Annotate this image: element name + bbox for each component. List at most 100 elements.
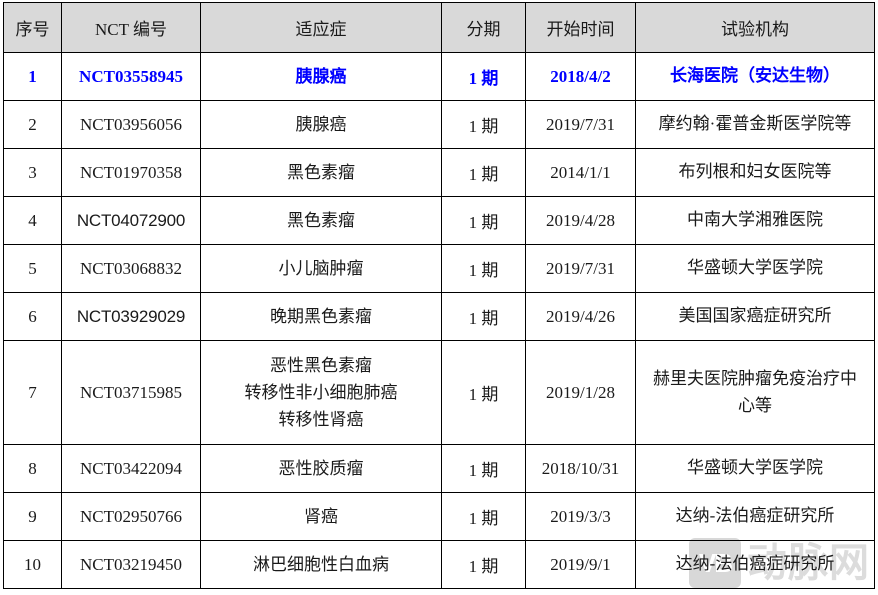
cell-institution: 美国国家癌症研究所 xyxy=(635,292,875,341)
column-header-nct: NCT 编号 xyxy=(61,2,201,53)
cell-nct: NCT04072900 xyxy=(61,196,201,245)
cell-index: 8 xyxy=(3,444,62,493)
cell-index: 9 xyxy=(3,492,62,541)
cell-index: 4 xyxy=(3,196,62,245)
table-row: 2 NCT03956056 胰腺癌 1 期 2019/7/31 摩约翰·霍普金斯医学院等 xyxy=(3,100,875,149)
table-row: 4 NCT04072900 黑色素瘤 1 期 2019/4/28 中南大学湘雅医院 xyxy=(3,196,875,245)
cell-nct: NCT03929029 xyxy=(61,292,201,341)
cell-indication: 胰腺癌 xyxy=(200,52,442,101)
column-header-indication: 适应症 xyxy=(200,2,442,53)
institution-line: 布列根和妇女医院等 xyxy=(678,162,832,182)
table-row: 3 NCT01970358 黑色素瘤 1 期 2014/1/1 布列根和妇女医院等 xyxy=(3,148,875,197)
cell-start-date: 2019/3/3 xyxy=(525,492,636,541)
indication-line: 黑色素瘤 xyxy=(287,210,355,230)
cell-phase: 1 期 xyxy=(441,292,526,341)
cell-indication: 晚期黑色素瘤 xyxy=(200,292,442,341)
cell-indication: 恶性黑色素瘤转移性非小细胞肺癌 转移性肾癌 xyxy=(200,340,442,445)
cell-institution: 华盛顿大学医学院 xyxy=(635,244,875,293)
cell-indication: 黑色素瘤 xyxy=(200,148,442,197)
cell-indication: 恶性胶质瘤 xyxy=(200,444,442,493)
indication-line: 肾癌 xyxy=(304,506,338,526)
institution-line: 心等 xyxy=(738,395,772,415)
table-row: 8 NCT03422094 恶性胶质瘤 1 期 2018/10/31 华盛顿大学医学院 xyxy=(3,444,875,493)
cell-indication: 胰腺癌 xyxy=(200,100,442,149)
indication-line: 恶性黑色素瘤 xyxy=(270,355,372,375)
institution-line: 长海医院（安达生物） xyxy=(670,66,840,86)
table-header-row: 序号 NCT 编号 适应症 分期 开始时间 试验机构 xyxy=(3,2,875,53)
cell-index: 6 xyxy=(3,292,62,341)
institution-line: 赫里夫医院肿瘤免疫治疗中 xyxy=(653,369,857,389)
cell-institution: 长海医院（安达生物） xyxy=(635,52,875,101)
column-header-index: 序号 xyxy=(3,2,62,53)
cell-index: 7 xyxy=(3,340,62,445)
table-row: 5 NCT03068832 小儿脑肿瘤 1 期 2019/7/31 华盛顿大学医学院 xyxy=(3,244,875,293)
cell-phase: 1 期 xyxy=(441,340,526,445)
institution-line: 华盛顿大学医学院 xyxy=(687,258,823,278)
institution-line: 达纳-法伯癌症研究所 xyxy=(675,554,835,574)
cell-phase: 1 期 xyxy=(441,244,526,293)
table-header: 序号 NCT 编号 适应症 分期 开始时间 试验机构 xyxy=(3,2,875,53)
institution-line: 华盛顿大学医学院 xyxy=(687,458,823,478)
cell-nct: NCT02950766 xyxy=(61,492,201,541)
cell-nct: NCT03558945 xyxy=(61,52,201,101)
cell-phase: 1 期 xyxy=(441,196,526,245)
clinical-trials-table: 序号 NCT 编号 适应症 分期 开始时间 试验机构 1 NCT03558945 胰… xyxy=(3,2,875,589)
cell-nct: NCT03422094 xyxy=(61,444,201,493)
cell-nct: NCT03068832 xyxy=(61,244,201,293)
cell-index: 5 xyxy=(3,244,62,293)
indication-line: 转移性肾癌 xyxy=(278,410,364,430)
cell-index: 3 xyxy=(3,148,62,197)
cell-start-date: 2014/1/1 xyxy=(525,148,636,197)
column-header-phase: 分期 xyxy=(441,2,526,53)
cell-nct: NCT03715985 xyxy=(61,340,201,445)
cell-nct: NCT03219450 xyxy=(61,540,201,589)
cell-phase: 1 期 xyxy=(441,444,526,493)
cell-institution: 布列根和妇女医院等 xyxy=(635,148,875,197)
cell-phase: 1 期 xyxy=(441,148,526,197)
cell-phase: 1 期 xyxy=(441,100,526,149)
indication-line: 恶性胶质瘤 xyxy=(278,458,364,478)
cell-phase: 1 期 xyxy=(441,492,526,541)
indication-line: 晚期黑色素瘤 xyxy=(270,306,372,326)
cell-institution: 中南大学湘雅医院 xyxy=(635,196,875,245)
cell-start-date: 2019/7/31 xyxy=(525,244,636,293)
cell-institution: 赫里夫医院肿瘤免疫治疗中 心等 xyxy=(635,340,875,445)
table-row: 7 NCT03715985 恶性黑色素瘤 转移性非小细胞肺癌 转移性肾癌 1 期 2019/… xyxy=(3,340,875,445)
table-body: 1 NCT03558945 胰腺癌 1 期 2018/4/2 长海医院（安达生物） 2 NCT… xyxy=(3,52,875,589)
cell-index: 1 xyxy=(3,52,62,101)
column-header-start-date: 开始时间 xyxy=(525,2,636,53)
cell-indication: 淋巴细胞性白血病 xyxy=(200,540,442,589)
indication-line: 胰腺癌 xyxy=(295,114,347,134)
clinical-trials-table-container: 序号 NCT 编号 适应症 分期 开始时间 试验机构 1 NCT03558945 胰… xyxy=(3,2,875,589)
cell-indication: 黑色素瘤 xyxy=(200,196,442,245)
institution-line: 中南大学湘雅医院 xyxy=(687,210,823,230)
indication-line: 黑色素瘤 xyxy=(287,162,355,182)
indication-line: 转移性非小细胞肺癌 xyxy=(244,382,398,402)
institution-line: 达纳-法伯癌症研究所 xyxy=(675,506,835,526)
indication-line: 胰腺癌 xyxy=(295,66,347,86)
cell-start-date: 2019/9/1 xyxy=(525,540,636,589)
table-row: 10 NCT03219450 淋巴细胞性白血病 1 期 2019/9/1 达纳-法伯癌症研… xyxy=(3,540,875,589)
table-row: 1 NCT03558945 胰腺癌 1 期 2018/4/2 长海医院（安达生物） xyxy=(3,52,875,101)
cell-indication: 肾癌 xyxy=(200,492,442,541)
cell-phase: 1 期 xyxy=(441,52,526,101)
cell-start-date: 2018/4/2 xyxy=(525,52,636,101)
cell-start-date: 2019/7/31 xyxy=(525,100,636,149)
cell-nct: NCT01970358 xyxy=(61,148,201,197)
cell-start-date: 2019/4/28 xyxy=(525,196,636,245)
table-row: 6 NCT03929029 晚期黑色素瘤 1 期 2019/4/26 美国国家癌症研究所 xyxy=(3,292,875,341)
institution-line: 美国国家癌症研究所 xyxy=(678,306,832,326)
cell-institution: 摩约翰·霍普金斯医学院等 xyxy=(635,100,875,149)
cell-start-date: 2019/4/26 xyxy=(525,292,636,341)
cell-nct: NCT03956056 xyxy=(61,100,201,149)
institution-line: 摩约翰·霍普金斯医学院等 xyxy=(658,114,852,134)
indication-line: 淋巴细胞性白血病 xyxy=(253,554,389,574)
cell-institution: 达纳-法伯癌症研究所 xyxy=(635,540,875,589)
cell-institution: 达纳-法伯癌症研究所 xyxy=(635,492,875,541)
cell-index: 10 xyxy=(3,540,62,589)
cell-institution: 华盛顿大学医学院 xyxy=(635,444,875,493)
cell-indication: 小儿脑肿瘤 xyxy=(200,244,442,293)
indication-line: 小儿脑肿瘤 xyxy=(278,258,364,278)
cell-phase: 1 期 xyxy=(441,540,526,589)
